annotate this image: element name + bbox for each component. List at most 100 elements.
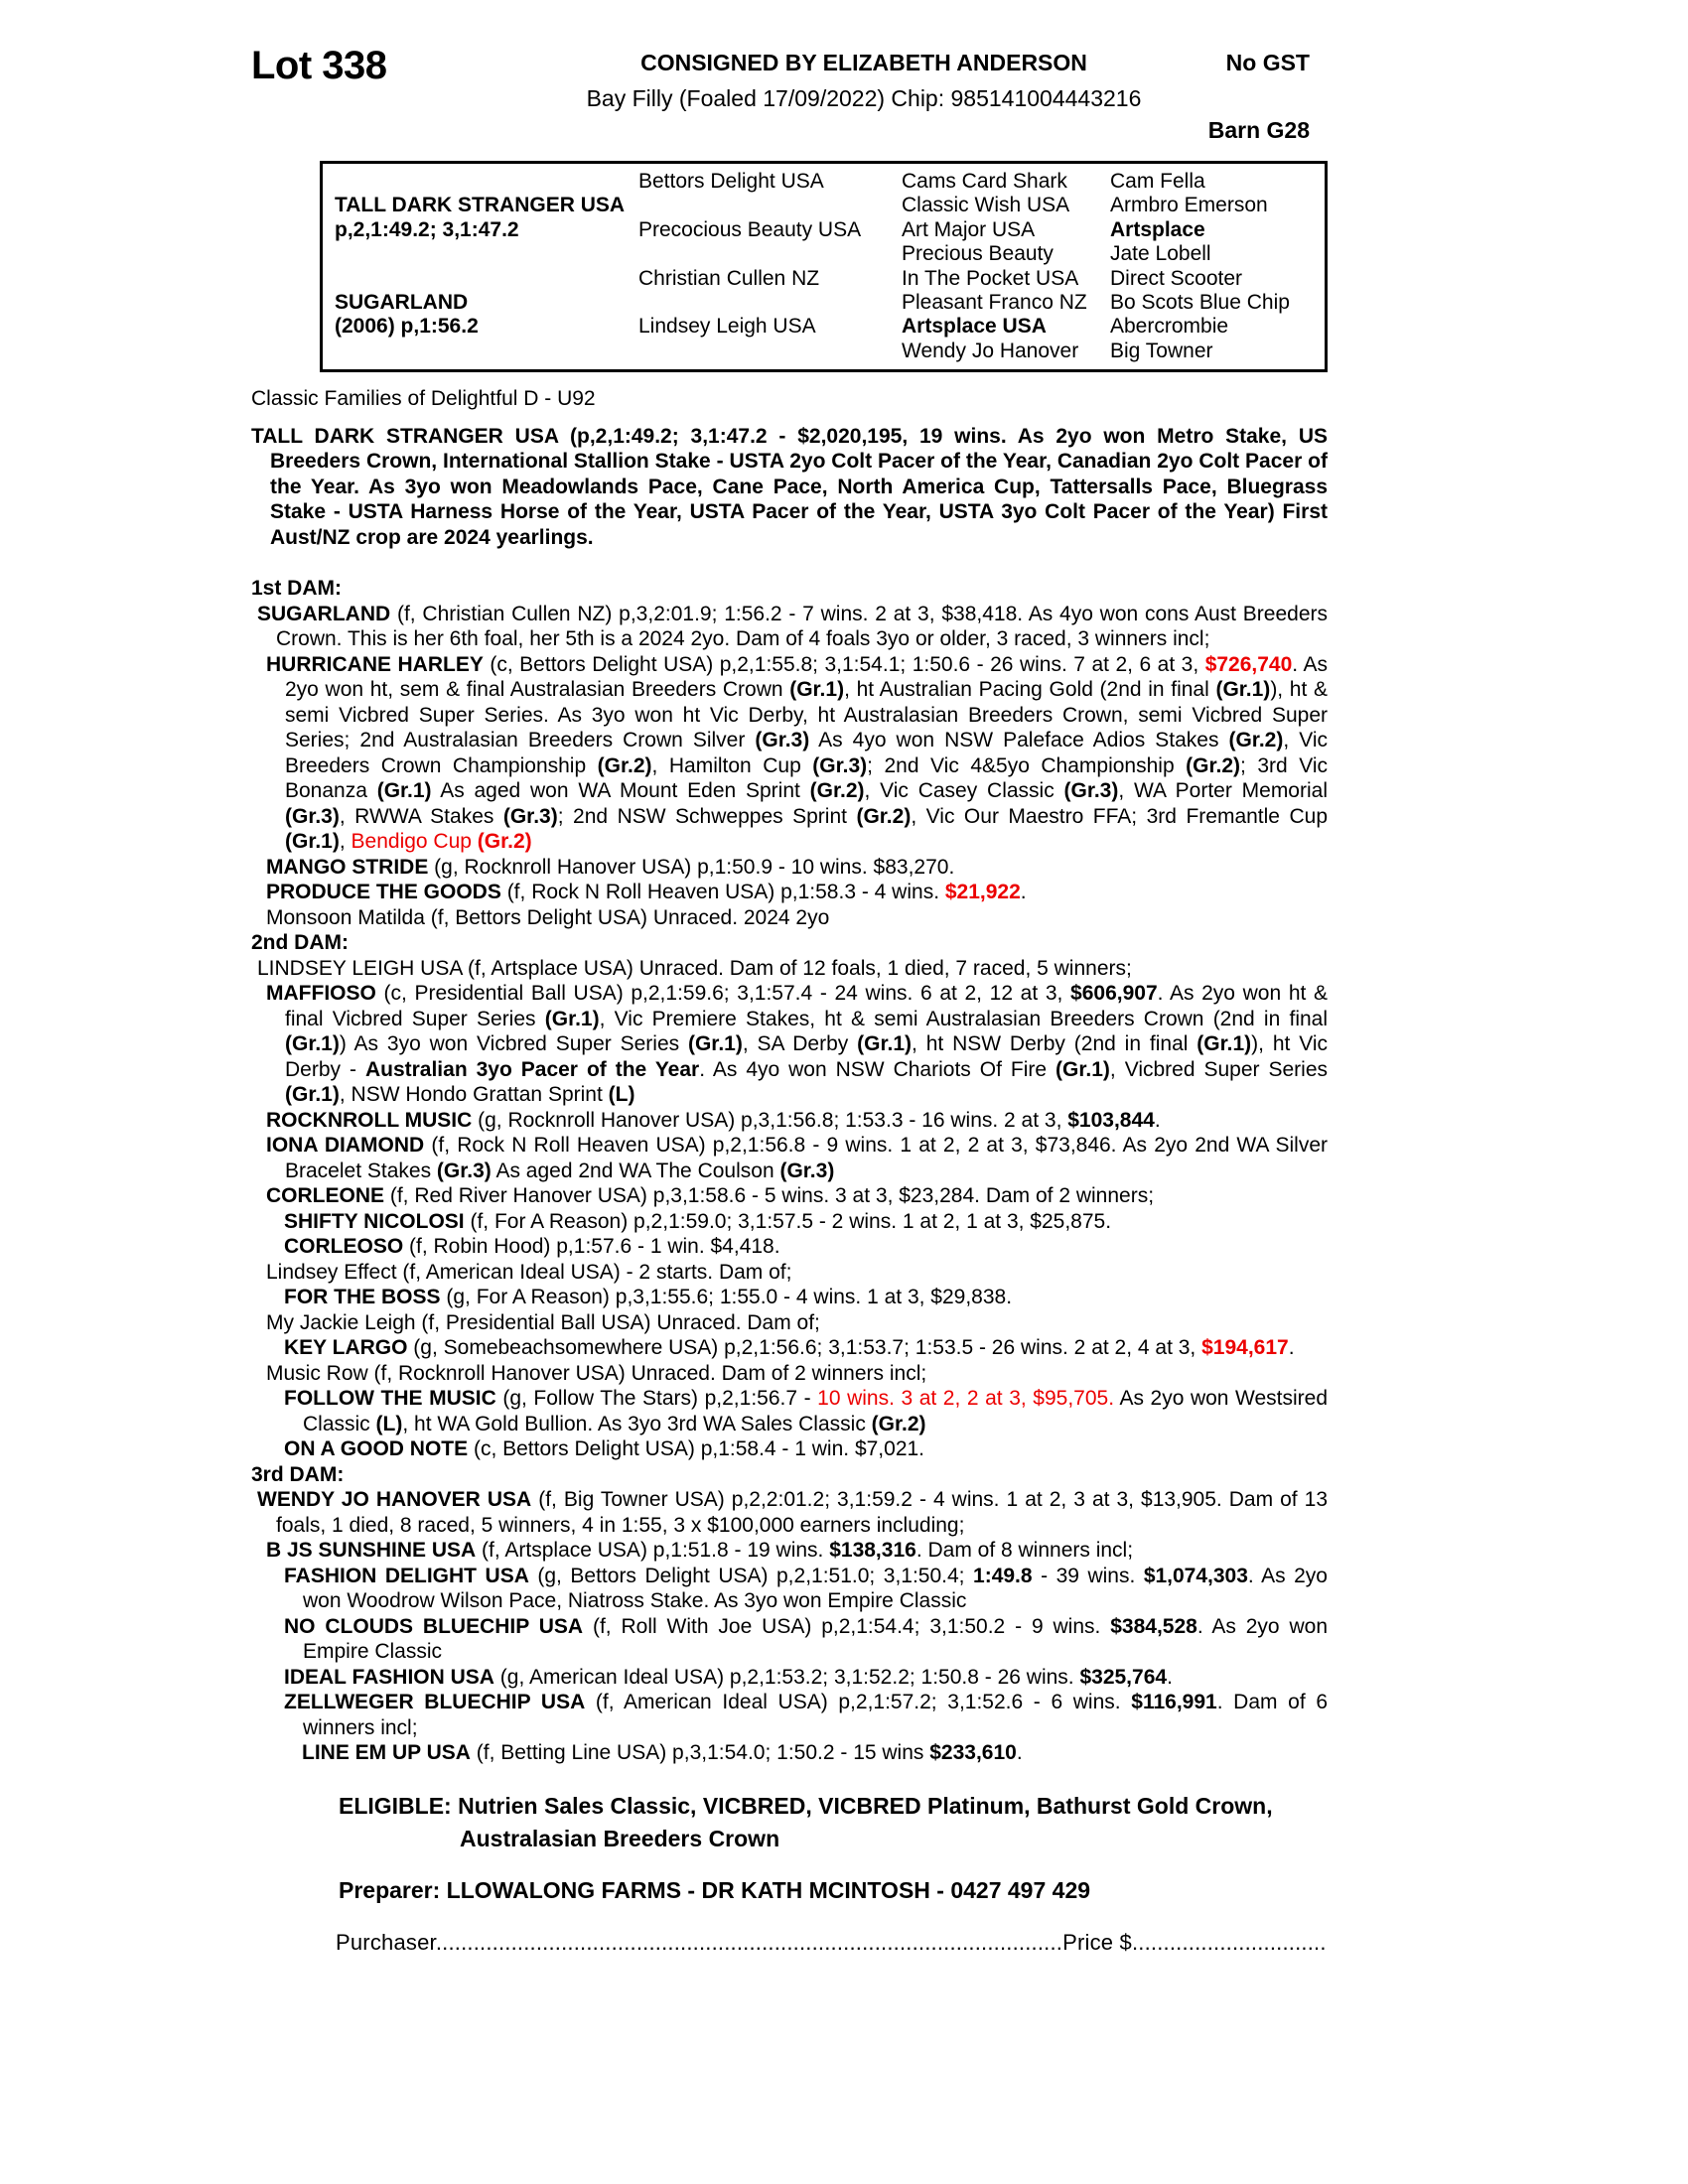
text-run: . Dam of 8 winners incl; — [915, 1539, 1134, 1563]
text-run: (f, Rock N Roll Heaven USA) p,1:58.3 - 4… — [500, 881, 945, 904]
text-run: (Gr.3) — [755, 729, 810, 752]
text-run: IONA DIAMOND — [266, 1134, 425, 1158]
pedigree-cell — [638, 340, 902, 363]
text-run: , ht WA Gold Bullion. As 3yo 3rd WA Sale… — [402, 1412, 872, 1435]
pedigree-paragraph: Music Row (f, Rocknroll Hanover USA) Unr… — [251, 1361, 1328, 1387]
pedigree-paragraph: KEY LARGO (g, Somebeachsomewhere USA) p,… — [251, 1335, 1328, 1361]
text-run: , RWWA Stakes — [339, 804, 503, 828]
text-run: (Gr.1) — [1215, 678, 1271, 702]
text-run: (f, Robin Hood) p,1:57.6 - 1 win. $4,418… — [403, 1235, 780, 1259]
text-run: , Vic Casey Classic — [864, 779, 1064, 803]
text-run: WENDY JO HANOVER USA — [257, 1488, 532, 1512]
text-run: - 39 wins. — [1032, 1564, 1144, 1587]
text-run: , Hamilton Cup — [651, 753, 813, 777]
pedigree-paragraph: SUGARLAND (f, Christian Cullen NZ) p,3,2… — [251, 602, 1328, 652]
text-run: Classic Families of Delightful D - U92 — [251, 387, 596, 411]
text-run: (Gr.2) — [809, 779, 865, 803]
text-run: LINE EM UP USA — [302, 1741, 471, 1765]
text-run: $103,844 — [1067, 1108, 1155, 1132]
pedigree-cell: Lindsey Leigh USA — [638, 315, 816, 339]
pedigree-paragraph: 1st DAM: — [251, 576, 1328, 602]
text-run: ) As 3yo won Vicbred Super Series — [339, 1032, 688, 1056]
text-run: (Gr.2) — [1228, 729, 1284, 752]
text-run: SUGARLAND — [257, 602, 391, 625]
text-run: , ht NSW Derby (2nd in final — [912, 1032, 1197, 1056]
text-run: , Vic Breeders Crown Championship — [285, 729, 1328, 777]
page-header: Lot 338 CONSIGNED BY ELIZABETH ANDERSON … — [251, 42, 1328, 161]
pedigree-cell: Artsplace — [1110, 217, 1205, 241]
text-run: $194,617 — [1201, 1336, 1289, 1360]
text-run: SHIFTY NICOLOSI — [284, 1209, 465, 1233]
text-run: (Gr.2) — [477, 830, 532, 854]
text-run: (f, Rock N Roll Heaven USA) p,2,1:56.8 -… — [285, 1134, 1328, 1182]
text-run: IDEAL FASHION USA — [284, 1665, 494, 1689]
text-run: (Gr.3) — [812, 753, 868, 777]
text-run: . — [1288, 1336, 1295, 1360]
text-run: , NSW Hondo Grattan Sprint — [339, 1083, 609, 1107]
text-run: . As 2yo won Woodrow Wilson Pace, Niatro… — [303, 1564, 1328, 1613]
text-run: (g, Rocknroll Hanover USA) p,1:50.9 - 10… — [428, 855, 955, 879]
text-run: (f, Christian Cullen NZ) p,3,2:01.9; 1:5… — [276, 602, 1328, 651]
text-run: Australian 3yo Pacer of the Year — [364, 1057, 700, 1081]
pedigree-table: Bettors Delight USA Cams Card Shark Cam Fe… — [335, 170, 1325, 363]
pedigree-paragraph: MAFFIOSO (c, Presidential Ball USA) p,2,… — [251, 981, 1328, 1108]
pedigree-cell: Big Towner — [1110, 339, 1213, 362]
text-run: . As 2yo won ht, sem & final Australasia… — [285, 652, 1328, 702]
text-run: (Gr.2) — [856, 804, 912, 828]
text-run: Music Row (f, Rocknroll Hanover USA) Unr… — [266, 1361, 927, 1385]
pedigree-paragraph: IONA DIAMOND (f, Rock N Roll Heaven USA)… — [251, 1133, 1328, 1183]
pedigree-cell: Direct Scooter — [1110, 266, 1243, 290]
pedigree-paragraph: Lindsey Effect (f, American Ideal USA) -… — [251, 1260, 1328, 1286]
price-leader: ..................................... — [1131, 1929, 1328, 1955]
pedigree-paragraph: PRODUCE THE GOODS (f, Rock N Roll Heaven… — [251, 880, 1328, 905]
text-run: 1:49.8 — [973, 1564, 1033, 1587]
text-run: $726,740 — [1204, 652, 1293, 676]
text-run: (g, Rocknroll Hanover USA) p,3,1:56.8; 1… — [472, 1108, 1068, 1132]
text-run: NO CLOUDS BLUECHIP USA — [284, 1614, 584, 1638]
pedigree-paragraph: Classic Families of Delightful D - U92 — [251, 386, 1328, 412]
text-run: HURRICANE HARLEY — [266, 652, 484, 676]
text-run: B JS SUNSHINE USA — [266, 1539, 477, 1563]
pedigree-paragraph: Monsoon Matilda (f, Bettors Delight USA)… — [251, 905, 1328, 931]
text-run: 2nd DAM: — [251, 931, 349, 955]
text-run: (Gr.1) — [376, 779, 432, 803]
text-run: (Gr.1) — [1055, 1057, 1110, 1081]
text-run: (c, Bettors Delight USA) p,2,1:55.8; 3,1… — [483, 652, 1205, 676]
text-run: . As 2yo won Empire Classic — [303, 1614, 1329, 1664]
text-run: (f, Artsplace USA) p,1:51.8 - 19 wins. — [476, 1539, 830, 1563]
text-run: Monsoon Matilda (f, Bettors Delight USA)… — [266, 905, 830, 929]
text-run: Bendigo Cup — [351, 830, 478, 854]
price-label: Price $ — [1062, 1929, 1132, 1955]
text-run: (L) — [608, 1083, 635, 1107]
text-run: As 2yo won Westsired Classic — [303, 1387, 1329, 1435]
text-run: TALL DARK STRANGER USA (p,2,1:49.2; 3,1:… — [251, 424, 1328, 549]
text-run: $384,528 — [1110, 1614, 1197, 1638]
text-run: $21,922 — [944, 881, 1021, 904]
text-run: $116,991 — [1131, 1691, 1217, 1714]
pedigree-cell: Classic Wish USA — [902, 194, 1070, 217]
pedigree-paragraph: LINE EM UP USA (f, Betting Line USA) p,3… — [251, 1740, 1328, 1766]
pedigree-paragraph: LINDSEY LEIGH USA (f, Artsplace USA) Unr… — [251, 956, 1328, 982]
pedigree-cell: Cams Card Shark — [902, 170, 1067, 193]
text-run: (Gr.2) — [1186, 753, 1240, 777]
pedigree-cell: (2006) p,1:56.2 — [335, 315, 479, 339]
text-run: (Gr.3) — [436, 1159, 492, 1182]
pedigree-paragraph: NO CLOUDS BLUECHIP USA (f, Roll With Joe… — [251, 1614, 1328, 1665]
text-run: . — [1020, 881, 1027, 904]
pedigree-cell: TALL DARK STRANGER USA — [335, 194, 626, 217]
pedigree-cell — [335, 267, 638, 291]
text-run: , WA Porter Memorial — [1118, 779, 1328, 803]
pedigree-cell: In The Pocket USA — [902, 266, 1079, 290]
pedigree-paragraph: IDEAL FASHION USA (g, American Ideal USA… — [251, 1665, 1328, 1691]
pedigree-cell: Precious Beauty — [902, 242, 1054, 266]
pedigree-paragraph: B JS SUNSHINE USA (f, Artsplace USA) p,1… — [251, 1538, 1328, 1564]
pedigree-paragraph: 3rd DAM: — [251, 1462, 1328, 1488]
pedigree-cell — [335, 242, 638, 266]
text-run: (Gr.2) — [597, 753, 652, 777]
text-run: 1st DAM: — [251, 577, 343, 601]
text-run: (Gr.1) — [687, 1032, 743, 1056]
text-run: FOLLOW THE MUSIC — [284, 1387, 496, 1411]
text-run: MANGO STRIDE — [266, 855, 429, 879]
pedigree-cell: Christian Cullen NZ — [638, 266, 820, 290]
